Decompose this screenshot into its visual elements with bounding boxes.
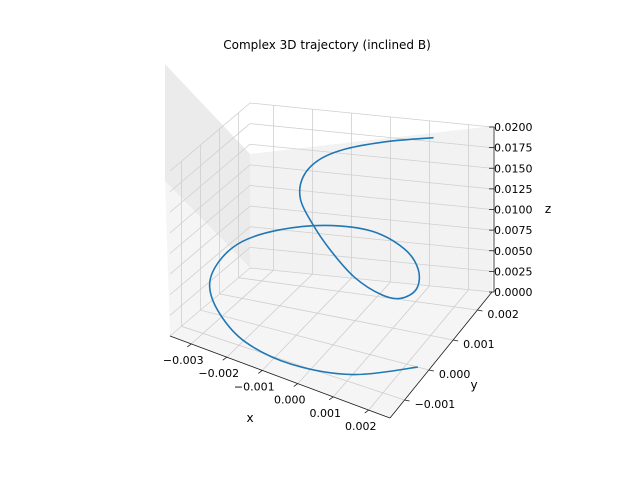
z-grid-line-1 — [169, 246, 493, 316]
x-tick-label-0: −0.003 — [163, 354, 204, 367]
z-tick-label-1: 0.0025 — [494, 265, 533, 278]
z-tick-label-4: 0.0100 — [494, 204, 533, 217]
z-tick-label-5: 0.0125 — [494, 183, 533, 196]
z-tick-label-6: 0.0150 — [494, 162, 533, 175]
z-grid-line-4 — [169, 185, 493, 254]
floor-pane — [165, 181, 492, 418]
chart-title: Complex 3D trajectory (inclined B) — [223, 38, 431, 52]
z-grid-line-3 — [169, 205, 493, 275]
y-axis-line — [389, 291, 493, 419]
z-tick-label-3: 0.0075 — [494, 224, 533, 237]
y-axis-ticks: −0.001 0.000 0.001 0.002 — [404, 308, 519, 411]
left-pane — [165, 64, 250, 268]
x-tick-label-4: 0.001 — [309, 407, 341, 420]
x-axis-label: x — [246, 411, 253, 425]
z-grid-line-8 — [169, 102, 493, 172]
z-tick-label-7: 0.0175 — [494, 142, 533, 155]
z-grid-line-6 — [169, 143, 493, 213]
z-axis-ticks: 0.0000 0.0025 0.0050 0.0075 0.0100 0.0125 0.01… — [489, 121, 533, 299]
z-tick-label-2: 0.0050 — [494, 245, 533, 258]
z-axis-label: z — [545, 202, 551, 216]
trajectory-line — [208, 136, 434, 376]
x-tick-5 — [364, 409, 369, 414]
x-axis-line — [169, 335, 391, 419]
z-tick-label-0: 0.0000 — [494, 286, 533, 299]
x-tick-3 — [293, 383, 298, 387]
y-tick-label-2: 0.001 — [463, 338, 495, 351]
x-tick-2 — [258, 370, 263, 374]
y-axis-label: y — [470, 378, 477, 392]
y-tick-2 — [453, 339, 459, 342]
y-tick-label-1: 0.000 — [439, 368, 471, 381]
y-tick-label-3: 0.002 — [487, 308, 519, 321]
x-tick-4 — [328, 396, 334, 401]
x-tick-label-3: 0.000 — [274, 394, 306, 407]
x-tick-1 — [222, 356, 228, 361]
z-grid-line-5 — [169, 164, 493, 234]
z-tick-label-8: 0.0200 — [494, 121, 533, 134]
z-grid-line-2 — [169, 226, 493, 296]
y-tick-3 — [477, 309, 483, 312]
x-tick-label-2: −0.001 — [234, 380, 275, 393]
z-grid-line-0 — [169, 267, 493, 337]
y-tick-1 — [428, 369, 434, 372]
back-pane — [250, 126, 493, 292]
x-tick-label-5: 0.002 — [345, 420, 377, 433]
x-tick-0 — [187, 343, 192, 348]
x-tick-label-1: −0.002 — [198, 367, 239, 380]
y-tick-label-0: −0.001 — [415, 398, 456, 411]
y-tick-0 — [404, 399, 410, 402]
